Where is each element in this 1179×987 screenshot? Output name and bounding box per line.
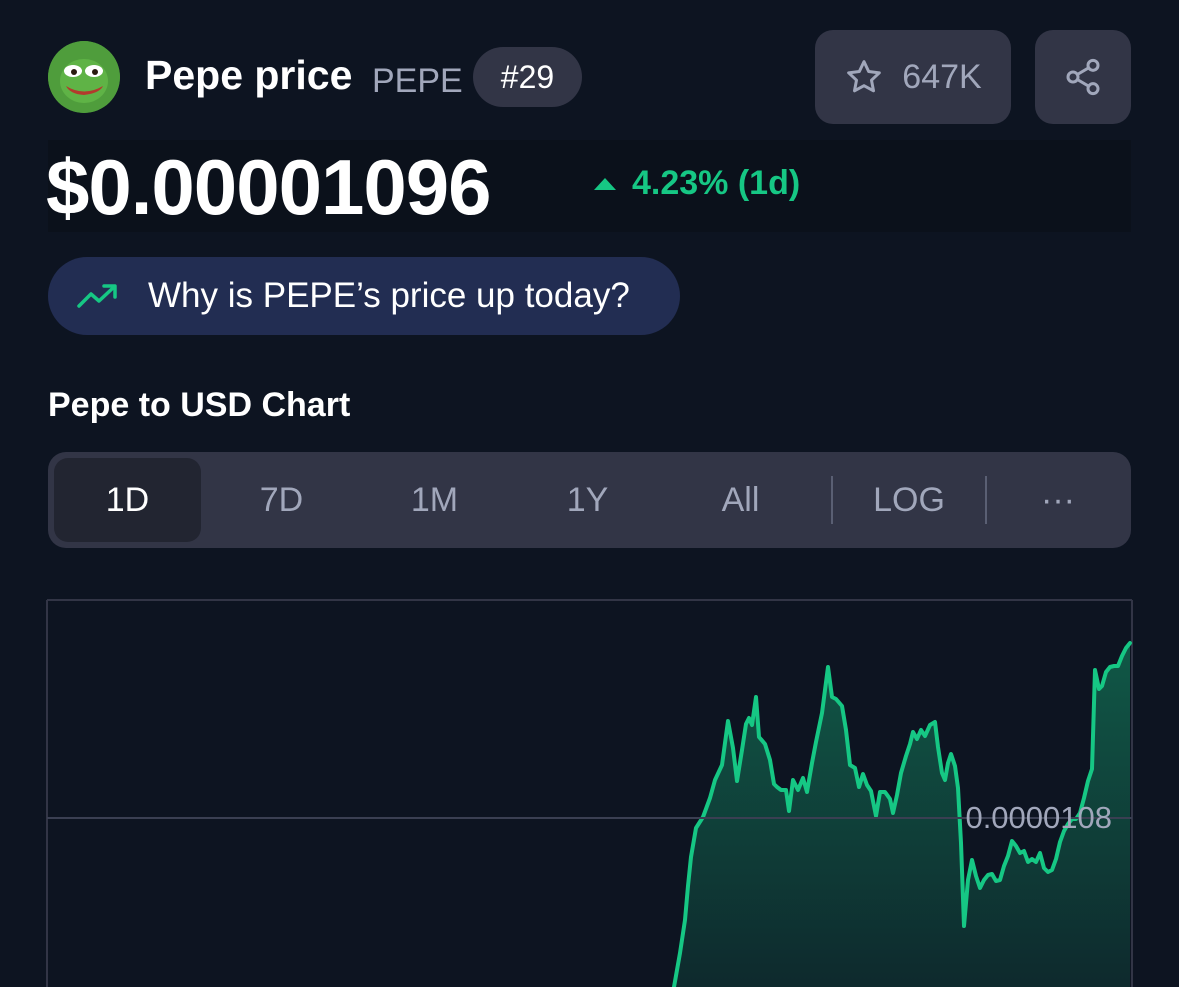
chart-range-tabs: 1D 7D 1M 1Y All LOG ··· [48,452,1131,548]
pepe-logo-icon [48,41,120,113]
trending-up-icon [77,284,117,308]
coin-logo [48,41,120,113]
reference-price-label: 0.0000108 [965,800,1112,835]
watchlist-button[interactable]: 647K [815,30,1011,124]
coin-symbol: PEPE [372,62,463,100]
tab-divider [985,476,987,524]
tab-1d[interactable]: 1D [54,458,201,542]
price-background [48,140,1131,232]
more-options-button[interactable]: ··· [1041,480,1075,519]
tab-7d[interactable]: 7D [259,480,304,519]
current-price: $0.00001096 [46,143,491,231]
price-change: 4.23% (1d) [592,164,800,203]
tab-1y[interactable]: 1Y [566,480,609,519]
chart-title: Pepe to USD Chart [48,386,351,424]
rank-badge: #29 [473,47,582,107]
tab-divider [831,476,833,524]
share-button[interactable] [1035,30,1131,124]
price-chart[interactable]: 0.0000108 [0,598,1179,987]
star-icon [847,60,882,93]
coin-name: Pepe price [145,52,353,98]
tab-all[interactable]: All [721,480,760,519]
price-change-text: 4.23% (1d) [632,164,801,202]
share-icon [1066,58,1100,96]
caret-up-icon [594,177,616,190]
price-line [672,641,1132,987]
tab-log[interactable]: LOG [873,480,945,519]
price-area [674,643,1130,987]
tab-1m[interactable]: 1M [410,480,459,519]
watchlist-count: 647K [902,57,982,96]
why-price-up-link[interactable]: Why is PEPE’s price up today? [48,257,680,335]
why-price-up-text: Why is PEPE’s price up today? [148,276,630,315]
